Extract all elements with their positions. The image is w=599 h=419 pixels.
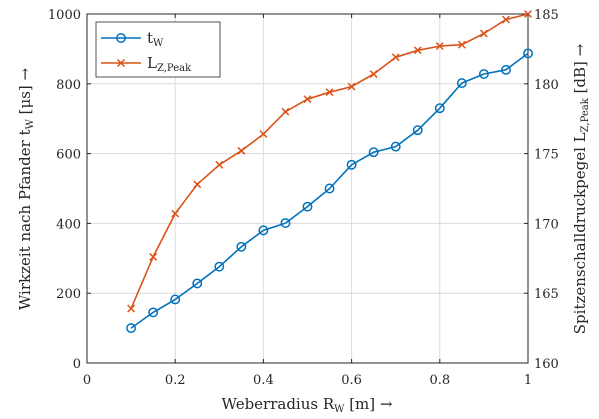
legend-marker-tw [116, 33, 126, 43]
data-point-lz [171, 209, 180, 218]
y-tick-label-left: 1000 [48, 8, 81, 23]
data-series [126, 10, 533, 334]
y-tick-label-left: 800 [56, 78, 81, 93]
data-point-tw [258, 225, 269, 236]
y-tick-label-left: 200 [56, 287, 81, 302]
x-axis-label: Weberradius RW [m] → [222, 395, 393, 415]
y-axis-label-right: Spitzenschalldruckpegel LZ,Peak [dB] → [571, 43, 591, 334]
series-line-tw [130, 52, 529, 329]
x-tick-label: 0.6 [341, 373, 362, 388]
data-point-lz [325, 88, 334, 97]
axis-ticks: 0 0.2 0.4 0.6 0.8 1 0 200 400 600 800 1000 160 165 170… [48, 8, 559, 388]
plot-area [86, 13, 529, 364]
data-point-tw [170, 294, 181, 305]
legend-marker-lz [116, 58, 126, 68]
legend: tW LZ,Peak [95, 21, 221, 78]
data-point-lz [479, 29, 488, 38]
data-point-lz [502, 15, 510, 24]
y-tick-label-right: 160 [534, 357, 559, 372]
data-point-lz [435, 42, 444, 51]
data-point-tw [148, 307, 159, 318]
y-tick-label-right: 170 [534, 217, 559, 232]
y-axis-label-left: Wirkzeit nach Pfander tW [μs] → [16, 67, 36, 310]
data-point-lz [524, 10, 532, 18]
data-point-lz [303, 95, 312, 104]
data-point-tw [236, 241, 247, 252]
data-point-tw [456, 78, 467, 89]
data-point-lz [369, 70, 378, 78]
data-point-tw [412, 125, 423, 136]
y-tick-label-right: 185 [534, 8, 559, 23]
data-point-tw [434, 103, 445, 114]
data-point-tw [501, 64, 511, 75]
data-point-lz [193, 180, 202, 189]
x-tick-label: 0.2 [165, 373, 186, 388]
y-tick-label-left: 400 [56, 217, 81, 232]
data-point-tw [324, 183, 335, 194]
y-tick-label-right: 175 [534, 148, 559, 163]
data-point-tw [126, 323, 137, 334]
data-point-tw [368, 147, 379, 158]
data-point-tw [346, 159, 357, 170]
data-point-lz [391, 53, 400, 62]
data-point-tw [478, 69, 489, 79]
x-tick-label: 1 [524, 373, 532, 388]
data-point-tw [280, 218, 291, 229]
data-point-tw [390, 141, 401, 152]
data-point-lz [237, 146, 246, 155]
x-tick-label: 0.8 [429, 373, 450, 388]
data-point-lz [259, 130, 268, 138]
data-point-lz [347, 82, 356, 91]
data-point-lz [127, 304, 136, 313]
data-point-tw [523, 48, 533, 59]
x-tick-label: 0.4 [253, 373, 274, 388]
data-point-lz [413, 46, 422, 55]
y-tick-label-right: 180 [534, 78, 559, 93]
data-point-tw [192, 278, 203, 289]
data-point-lz [457, 40, 466, 49]
legend-box [95, 21, 221, 78]
y-tick-label-left: 0 [73, 357, 81, 372]
y-tick-label-right: 165 [534, 287, 559, 302]
data-point-lz [281, 107, 290, 116]
x-tick-label: 0 [83, 373, 91, 388]
data-point-lz [215, 160, 224, 169]
y-tick-label-left: 600 [56, 148, 81, 163]
data-point-tw [302, 201, 313, 212]
data-point-lz [149, 252, 158, 261]
data-point-tw [214, 261, 225, 272]
